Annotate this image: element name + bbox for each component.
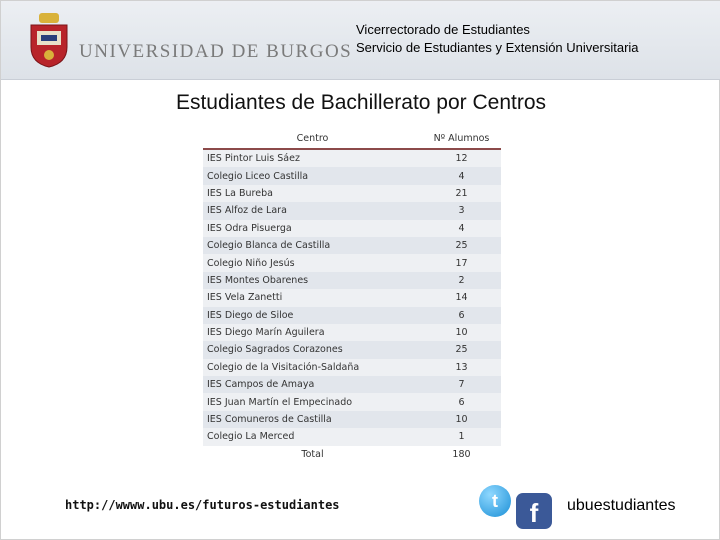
alumnos-cell: 10 bbox=[421, 410, 501, 429]
centro-cell: Colegio de la Visitación-Saldaña bbox=[203, 358, 422, 377]
centro-cell: IES Juan Martín el Empecinado bbox=[203, 393, 422, 411]
table-row: IES Odra Pisuerga 4 bbox=[203, 219, 501, 237]
alumnos-cell: 25 bbox=[421, 236, 501, 255]
students-table: Centro Nº Alumnos IES Pintor Luis Sáez 12… bbox=[203, 128, 501, 464]
social-handle: ubuestudiantes bbox=[567, 497, 676, 514]
university-name: UNIVERSIDAD DE BURGOS bbox=[79, 41, 353, 62]
alumnos-cell: 17 bbox=[421, 254, 501, 272]
centro-cell: Colegio Sagrados Corazones bbox=[203, 341, 422, 359]
table-row: IES La Bureba 21 bbox=[203, 184, 501, 203]
facebook-icon[interactable]: f bbox=[516, 493, 552, 529]
servicio-label: Servicio de Estudiantes y Extensión Univ… bbox=[356, 40, 639, 55]
alumnos-cell: 21 bbox=[421, 184, 501, 203]
centro-cell: Colegio Blanca de Castilla bbox=[203, 236, 422, 255]
table-row: IES Comuneros de Castilla 10 bbox=[203, 410, 501, 429]
alumnos-cell: 6 bbox=[421, 393, 501, 411]
table-row: IES Diego Marín Aguilera 10 bbox=[203, 323, 501, 342]
alumnos-cell: 4 bbox=[421, 167, 501, 185]
alumnos-cell: 12 bbox=[421, 149, 501, 168]
centro-cell: Colegio Niño Jesús bbox=[203, 254, 422, 272]
alumnos-cell: 4 bbox=[421, 219, 501, 237]
centro-cell: Colegio Liceo Castilla bbox=[203, 167, 422, 185]
centro-cell: IES Diego de Siloe bbox=[203, 306, 422, 324]
alumnos-cell: 1 bbox=[421, 428, 501, 446]
centro-cell: IES Comuneros de Castilla bbox=[203, 410, 422, 429]
table-row: IES Montes Obarenes 2 bbox=[203, 271, 501, 290]
table-row: Colegio Blanca de Castilla 25 bbox=[203, 236, 501, 255]
centro-cell: IES Diego Marín Aguilera bbox=[203, 323, 422, 342]
header-band: UNIVERSIDAD DE BURGOS Vicerrectorado de … bbox=[1, 1, 720, 80]
total-value: 180 bbox=[421, 445, 501, 464]
alumnos-cell: 10 bbox=[421, 323, 501, 342]
centro-cell: IES La Bureba bbox=[203, 184, 422, 203]
centro-cell: IES Campos de Amaya bbox=[203, 376, 422, 394]
header-centro: Centro bbox=[203, 128, 422, 150]
table-row: Colegio Sagrados Corazones 25 bbox=[203, 341, 501, 359]
centro-cell: IES Alfoz de Lara bbox=[203, 202, 422, 220]
table-row: Colegio de la Visitación-Saldaña 13 bbox=[203, 358, 501, 377]
table-row: IES Diego de Siloe 6 bbox=[203, 306, 501, 324]
university-crest-icon bbox=[30, 13, 68, 68]
table-row: IES Alfoz de Lara 3 bbox=[203, 202, 501, 220]
centro-cell: IES Pintor Luis Sáez bbox=[203, 149, 422, 168]
header-text: Vicerrectorado de Estudiantes Servicio d… bbox=[356, 21, 639, 57]
total-label: Total bbox=[203, 445, 422, 464]
total-row: Total 180 bbox=[203, 445, 501, 464]
twitter-icon[interactable]: t bbox=[479, 485, 511, 517]
centro-cell: IES Montes Obarenes bbox=[203, 271, 422, 290]
alumnos-cell: 6 bbox=[421, 306, 501, 324]
table-header-row: Centro Nº Alumnos bbox=[203, 128, 501, 150]
centro-cell: IES Odra Pisuerga bbox=[203, 219, 422, 237]
alumnos-cell: 3 bbox=[421, 202, 501, 220]
alumnos-cell: 13 bbox=[421, 358, 501, 377]
table-row: IES Vela Zanetti 14 bbox=[203, 289, 501, 307]
table-row: Colegio Niño Jesús 17 bbox=[203, 254, 501, 272]
table-row: IES Campos de Amaya 7 bbox=[203, 376, 501, 394]
alumnos-cell: 7 bbox=[421, 376, 501, 394]
table-row: Colegio Liceo Castilla 4 bbox=[203, 167, 501, 185]
alumnos-cell: 14 bbox=[421, 289, 501, 307]
alumnos-cell: 2 bbox=[421, 271, 501, 290]
alumnos-cell: 25 bbox=[421, 341, 501, 359]
table-row: IES Pintor Luis Sáez 12 bbox=[203, 149, 501, 168]
centro-cell: IES Vela Zanetti bbox=[203, 289, 422, 307]
vicerrectorado-label: Vicerrectorado de Estudiantes bbox=[356, 22, 530, 37]
website-url[interactable]: http://wwww.ubu.es/futuros-estudiantes bbox=[65, 498, 340, 512]
table-row: IES Juan Martín el Empecinado 6 bbox=[203, 393, 501, 411]
header-alumnos: Nº Alumnos bbox=[421, 128, 501, 150]
table-row: Colegio La Merced 1 bbox=[203, 428, 501, 446]
centro-cell: Colegio La Merced bbox=[203, 428, 422, 446]
page-title: Estudiantes de Bachillerato por Centros bbox=[175, 91, 547, 114]
